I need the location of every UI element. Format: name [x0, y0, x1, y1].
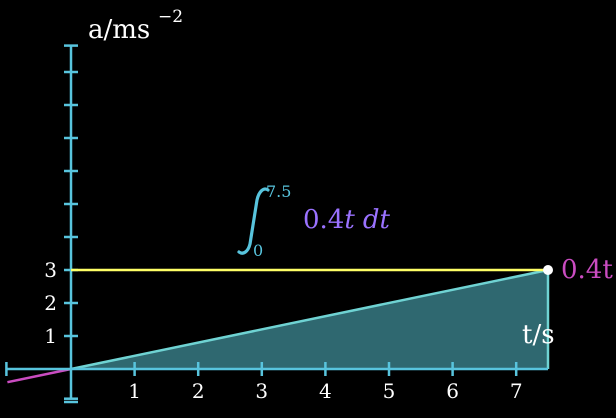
integrand-coefficient: 0.4	[303, 205, 344, 235]
y-axis-label-exponent: −2	[158, 7, 183, 27]
function-label: 0.4t	[561, 255, 613, 285]
integral-sign-icon	[237, 187, 270, 255]
y-tick-label-3: 3	[44, 258, 57, 282]
x-tick-label-1: 1	[128, 379, 141, 403]
y-axis-label: a/ms	[88, 15, 150, 45]
integral-lower-limit: 0	[253, 241, 263, 260]
integrand: 0.4t dt	[303, 205, 390, 235]
function-line-negative	[7, 367, 72, 384]
integral-upper-limit: 7.5	[266, 182, 291, 201]
y-tick-label-1: 1	[44, 324, 57, 348]
x-tick-label-6: 6	[446, 379, 459, 403]
plot-layer: 1 2 3 4 5 6 7 1 2 3	[5, 44, 553, 404]
x-tick-label-4: 4	[319, 379, 332, 403]
endpoint-dot	[543, 265, 553, 275]
y-tick-label-2: 2	[44, 291, 57, 315]
area-top-edge	[70, 268, 549, 371]
integrand-variable: t	[344, 205, 355, 235]
x-tick-label-3: 3	[255, 379, 268, 403]
x-tick-label-2: 2	[192, 379, 205, 403]
integrand-differential: dt	[363, 205, 391, 235]
x-tick-label-5: 5	[383, 379, 396, 403]
x-tick-label-7: 7	[510, 379, 523, 403]
x-axis-label: t/s	[522, 320, 555, 350]
